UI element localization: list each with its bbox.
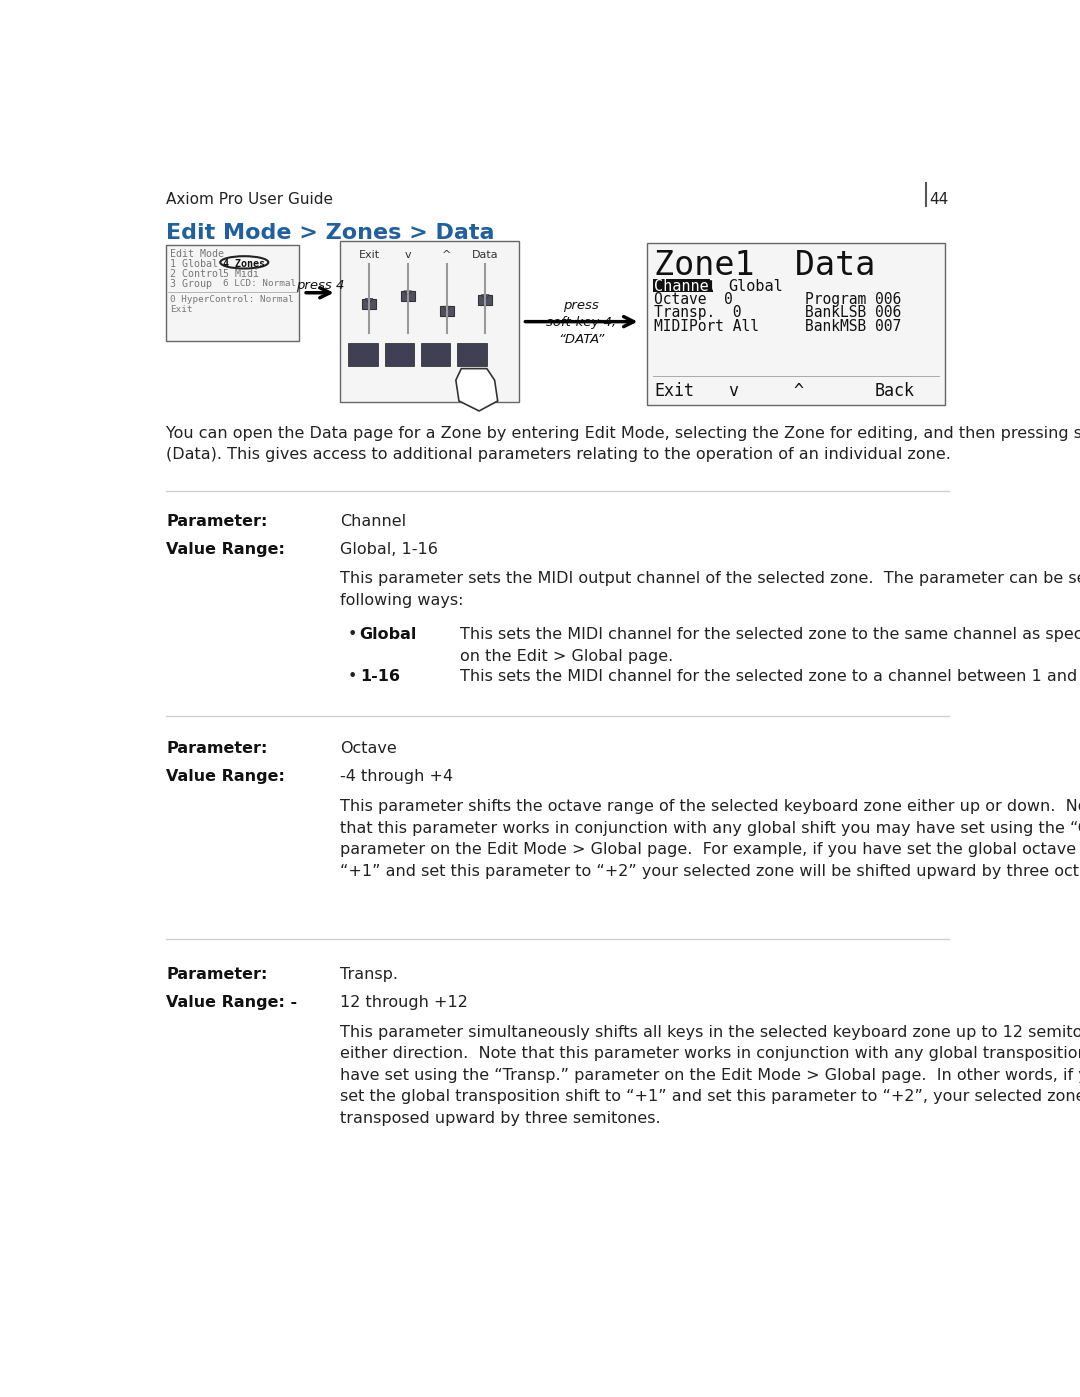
Text: Channel: Channel: [340, 514, 406, 529]
Text: Edit Mode > Zones > Data: Edit Mode > Zones > Data: [166, 224, 495, 243]
Text: Program 006: Program 006: [806, 292, 902, 307]
Text: Exit: Exit: [654, 381, 694, 400]
FancyBboxPatch shape: [401, 291, 415, 300]
FancyBboxPatch shape: [478, 295, 492, 305]
Polygon shape: [443, 306, 450, 312]
Text: 3 Group: 3 Group: [170, 279, 212, 289]
Text: •: •: [348, 627, 357, 643]
Polygon shape: [456, 369, 498, 411]
Text: 0 HyperControl: Normal: 0 HyperControl: Normal: [170, 295, 294, 305]
Text: v: v: [728, 381, 738, 400]
Text: This parameter shifts the octave range of the selected keyboard zone either up o: This parameter shifts the octave range o…: [340, 799, 1080, 879]
FancyBboxPatch shape: [362, 299, 376, 309]
Text: •: •: [348, 669, 357, 685]
Text: Parameter:: Parameter:: [166, 514, 268, 529]
Text: Value Range:: Value Range:: [166, 768, 285, 784]
Text: ^: ^: [794, 381, 804, 400]
Text: This sets the MIDI channel for the selected zone to a channel between 1 and 16.: This sets the MIDI channel for the selec…: [460, 669, 1080, 685]
Text: 2 Control: 2 Control: [170, 270, 224, 279]
Text: Zone1  Data: Zone1 Data: [654, 249, 876, 282]
FancyBboxPatch shape: [384, 344, 414, 366]
Text: Global, 1-16: Global, 1-16: [340, 542, 438, 557]
Text: Parameter:: Parameter:: [166, 967, 268, 982]
Text: ^: ^: [442, 250, 451, 260]
Text: Value Range:: Value Range:: [166, 542, 285, 557]
FancyBboxPatch shape: [458, 344, 487, 366]
Text: Exit: Exit: [359, 250, 379, 260]
Text: 6 LCD: Normal: 6 LCD: Normal: [222, 279, 296, 288]
Text: -4 through +4: -4 through +4: [340, 768, 454, 784]
Text: 12 through +12: 12 through +12: [340, 995, 469, 1010]
FancyBboxPatch shape: [440, 306, 454, 316]
Text: press 4: press 4: [296, 279, 345, 292]
Text: Back: Back: [875, 381, 915, 400]
FancyBboxPatch shape: [647, 243, 945, 405]
Text: 1-16: 1-16: [360, 669, 400, 685]
FancyBboxPatch shape: [348, 344, 378, 366]
Text: This parameter simultaneously shifts all keys in the selected keyboard zone up t: This parameter simultaneously shifts all…: [340, 1024, 1080, 1126]
Text: 5 Midi: 5 Midi: [222, 270, 258, 279]
Text: Exit: Exit: [170, 305, 192, 314]
Text: Parameter:: Parameter:: [166, 742, 268, 756]
Text: 44: 44: [930, 193, 948, 207]
Text: This parameter sets the MIDI output channel of the selected zone.  The parameter: This parameter sets the MIDI output chan…: [340, 571, 1080, 608]
Text: press
soft-key 4,
“DATA”: press soft-key 4, “DATA”: [546, 299, 617, 345]
Text: Edit Mode: Edit Mode: [170, 249, 224, 260]
Text: Data: Data: [472, 250, 499, 260]
Text: Octave  0: Octave 0: [654, 292, 733, 307]
Polygon shape: [365, 299, 373, 305]
Text: Axiom Pro User Guide: Axiom Pro User Guide: [166, 193, 333, 207]
FancyBboxPatch shape: [652, 278, 713, 292]
Text: Global: Global: [360, 627, 417, 643]
Polygon shape: [404, 291, 411, 296]
FancyBboxPatch shape: [421, 344, 450, 366]
Text: v: v: [405, 250, 411, 260]
Text: Transp.: Transp.: [340, 967, 399, 982]
Text: 4 Zones: 4 Zones: [222, 260, 265, 270]
Text: BankMSB 007: BankMSB 007: [806, 319, 902, 334]
FancyBboxPatch shape: [166, 244, 299, 341]
Polygon shape: [482, 295, 489, 300]
Text: Octave: Octave: [340, 742, 397, 756]
Text: Value Range: -: Value Range: -: [166, 995, 297, 1010]
FancyBboxPatch shape: [340, 240, 518, 402]
Text: Transp.  0: Transp. 0: [654, 306, 742, 320]
Text: BankLSB 006: BankLSB 006: [806, 306, 902, 320]
Text: 1 Global: 1 Global: [170, 260, 218, 270]
Text: MIDIPort All: MIDIPort All: [654, 319, 759, 334]
Text: This sets the MIDI channel for the selected zone to the same channel as specifie: This sets the MIDI channel for the selec…: [460, 627, 1080, 664]
Text: Global: Global: [728, 278, 783, 293]
Text: Channel: Channel: [654, 278, 718, 293]
Text: You can open the Data page for a Zone by entering Edit Mode, selecting the Zone : You can open the Data page for a Zone by…: [166, 426, 1080, 462]
